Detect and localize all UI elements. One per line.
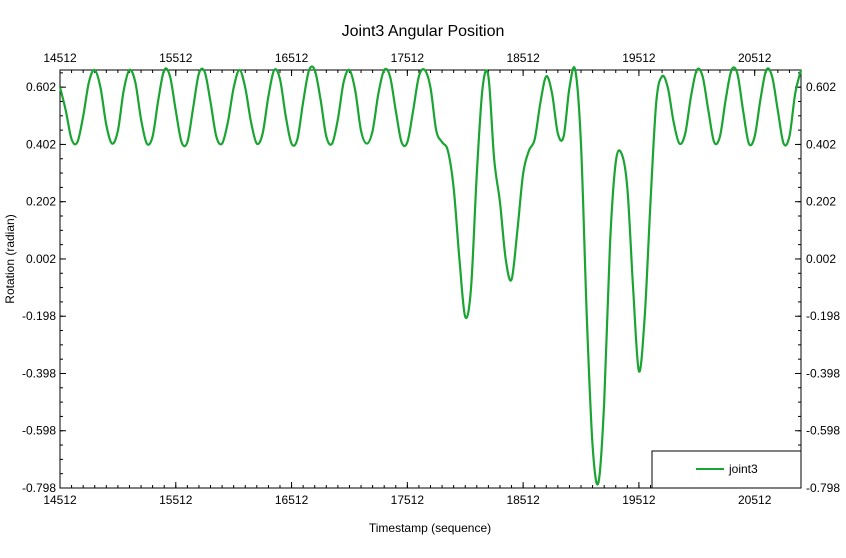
plot-frame bbox=[60, 70, 801, 488]
x-tick-label-top: 20512 bbox=[738, 51, 772, 65]
series-line-joint3 bbox=[60, 66, 801, 484]
x-tick-label-bottom: 16512 bbox=[275, 493, 309, 507]
y-tick-label-left: 0.602 bbox=[26, 80, 56, 94]
y-tick-label-right: -0.198 bbox=[806, 309, 840, 323]
y-tick-label-left: 0.002 bbox=[26, 252, 56, 266]
x-tick-label-bottom: 15512 bbox=[159, 493, 193, 507]
legend: joint3 bbox=[652, 451, 801, 488]
legend-label-joint3: joint3 bbox=[728, 462, 758, 476]
y-tick-label-right: -0.598 bbox=[806, 424, 840, 438]
y-tick-label-left: -0.398 bbox=[22, 366, 56, 380]
y-tick-label-right: 0.002 bbox=[806, 252, 836, 266]
y-tick-label-left: -0.598 bbox=[22, 424, 56, 438]
y-tick-label-right: 0.202 bbox=[806, 195, 836, 209]
y-tick-label-right: -0.798 bbox=[806, 481, 840, 495]
x-tick-label-bottom: 19512 bbox=[622, 493, 656, 507]
y-tick-label-right: -0.398 bbox=[806, 366, 840, 380]
y-tick-label-left: 0.202 bbox=[26, 195, 56, 209]
x-tick-label-top: 18512 bbox=[506, 51, 540, 65]
ticks-layer: 14512 14512 15512 15512 16512 16512 17512 17512… bbox=[22, 51, 840, 507]
x-tick-label-bottom: 20512 bbox=[738, 493, 772, 507]
series-layer bbox=[60, 66, 801, 484]
x-tick-label-bottom: 14512 bbox=[43, 493, 77, 507]
y-tick-label-left: 0.402 bbox=[26, 137, 56, 151]
chart-title: Joint3 Angular Position bbox=[342, 23, 505, 40]
y-axis-label: Rotation (radian) bbox=[3, 214, 17, 303]
x-tick-label-top: 14512 bbox=[43, 51, 77, 65]
x-tick-label-top: 16512 bbox=[275, 51, 309, 65]
y-tick-label-left: -0.198 bbox=[22, 309, 56, 323]
y-tick-label-left: -0.798 bbox=[22, 481, 56, 495]
legend-box bbox=[652, 451, 801, 488]
y-tick-label-right: 0.402 bbox=[806, 137, 836, 151]
x-axis-label: Timestamp (sequence) bbox=[369, 521, 491, 535]
x-tick-label-top: 17512 bbox=[391, 51, 425, 65]
x-tick-label-bottom: 17512 bbox=[391, 493, 425, 507]
x-tick-label-top: 15512 bbox=[159, 51, 193, 65]
x-tick-label-bottom: 18512 bbox=[506, 493, 540, 507]
y-tick-label-right: 0.602 bbox=[806, 80, 836, 94]
x-tick-label-top: 19512 bbox=[622, 51, 656, 65]
